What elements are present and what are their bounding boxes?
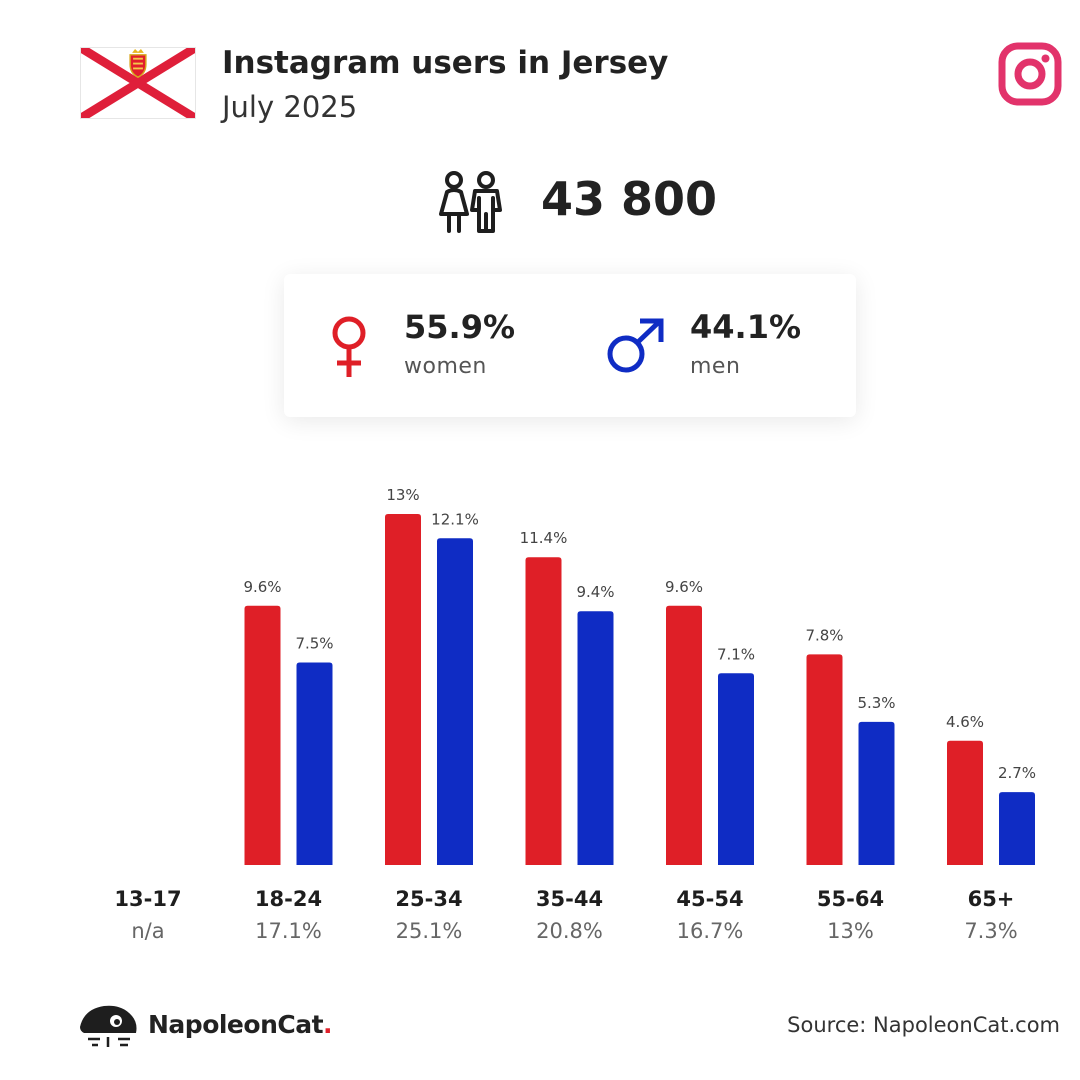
page-subtitle: July 2025 [222,90,358,124]
bar-men-55-64 [858,721,895,865]
female-symbol-icon [332,316,366,377]
men-label: men [690,354,741,379]
page-title: Instagram users in Jersey [222,45,669,81]
category-total-25-34: 25.1% [396,919,463,943]
source-text: Source: NapoleonCat.com [787,1013,1060,1037]
category-label-18-24: 18-24 [255,887,322,911]
instagram-icon [998,42,1062,106]
men-percentage: 44.1% [690,308,802,346]
bar-women-65+ [947,740,983,865]
bar-men-35-44 [577,611,614,865]
value-label-men-18-24: 7.5% [295,635,333,653]
value-label-women-18-24: 9.6% [243,578,281,596]
bar-women-18-24 [244,605,281,865]
category-label-25-34: 25-34 [395,887,462,911]
value-label-women-35-44: 11.4% [520,529,568,547]
napoleoncat-logo-icon [80,1005,137,1047]
value-label-men-45-54: 7.1% [717,645,755,663]
women-label: women [404,354,487,379]
bar-men-18-24 [296,662,333,865]
value-label-men-35-44: 9.4% [576,583,614,601]
bar-women-35-44 [525,557,562,865]
total-users-value: 43 800 [541,172,718,226]
brand-dot: . [323,1010,333,1039]
value-label-women-55-64: 7.8% [805,626,843,644]
category-total-35-44: 20.8% [536,919,603,943]
category-label-45-54: 45-54 [676,887,743,911]
value-label-men-65+: 2.7% [998,764,1036,782]
age-gender-bar-chart: 13-17 n/a 9.6% 7.5% 18-24 17.1% 13% 12.1% 25-34 2… [114,486,1036,943]
value-label-men-25-34: 12.1% [431,510,479,528]
value-label-women-65+: 4.6% [946,713,984,731]
value-label-men-55-64: 5.3% [857,694,895,712]
people-icon [439,171,502,233]
category-total-13-17: n/a [131,919,164,943]
value-label-women-45-54: 9.6% [665,578,703,596]
jersey-flag-icon [80,47,196,119]
gender-split-card [284,274,856,417]
category-label-55-64: 55-64 [817,887,884,911]
bar-women-25-34 [385,514,421,865]
bar-men-25-34 [437,538,473,865]
brand-name: NapoleonCat. [148,1010,333,1039]
bar-men-45-54 [718,673,754,865]
bar-women-55-64 [806,654,843,865]
category-total-18-24: 17.1% [255,919,322,943]
category-total-45-54: 16.7% [677,919,744,943]
bar-men-65+ [999,792,1035,865]
category-total-65+: 7.3% [964,919,1017,943]
bar-women-45-54 [666,605,702,865]
category-label-13-17: 13-17 [114,887,181,911]
male-symbol-icon [607,318,664,373]
category-label-35-44: 35-44 [536,887,603,911]
value-label-women-25-34: 13% [386,486,419,504]
women-percentage: 55.9% [404,308,516,346]
category-label-65+: 65+ [968,887,1015,911]
category-total-55-64: 13% [827,919,874,943]
